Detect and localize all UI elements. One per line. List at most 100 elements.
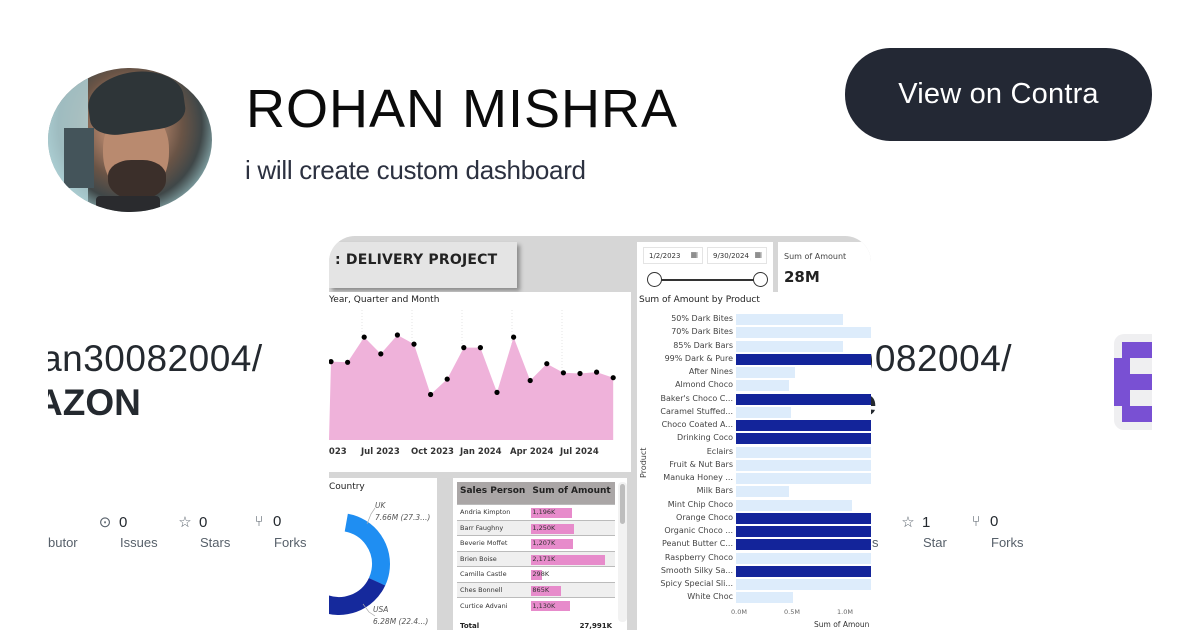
table-row[interactable]: Brien Boise 2,171K <box>457 550 615 567</box>
product-bar-row[interactable]: Caramel Stuffed... <box>637 406 871 419</box>
kpi-value: 28M <box>784 268 820 286</box>
product-bar-row[interactable]: Almond Choco <box>637 379 871 392</box>
product-bar[interactable] <box>736 486 789 498</box>
product-bar[interactable] <box>736 420 871 431</box>
product-bar[interactable] <box>736 552 871 564</box>
product-bar[interactable] <box>736 526 871 537</box>
product-label: Caramel Stuffed... <box>660 406 733 416</box>
product-bar-row[interactable]: 50% Dark Bites <box>637 313 871 326</box>
product-bar-row[interactable]: 70% Dark Bites <box>637 326 871 339</box>
product-bar-row[interactable]: 85% Dark Bars <box>637 340 871 353</box>
product-bar-row[interactable]: Orange Choco <box>637 512 871 525</box>
dashboard-title: : DELIVERY PROJECT <box>335 252 498 268</box>
area-chart-title: Year, Quarter and Month <box>329 295 440 305</box>
product-bar[interactable] <box>736 579 871 590</box>
profile-name: ROHAN MISHRA <box>246 79 679 139</box>
amount-cell: 1,250K <box>529 519 615 536</box>
product-label: Peanut Butter C... <box>662 539 733 549</box>
donut-title: Country <box>329 482 365 492</box>
table-row[interactable]: Beverie Moffet 1,207K <box>457 535 615 551</box>
amount-cell: 298K <box>529 566 615 582</box>
kpi-label: Sum of Amount <box>784 252 847 261</box>
product-bar-row[interactable]: Peanut Butter C... <box>637 538 871 551</box>
start-date-input[interactable]: 1/2/2023 ▦ <box>643 247 703 264</box>
table-row[interactable]: Barr Faughny 1,250K <box>457 519 615 536</box>
product-bar[interactable] <box>736 393 871 405</box>
amount-cell: 1,196K <box>529 504 615 520</box>
range-end-handle[interactable] <box>753 272 768 287</box>
product-bar[interactable] <box>736 340 843 352</box>
product-bar[interactable] <box>736 406 792 418</box>
stars-label: Star <box>923 535 947 550</box>
repo-name: e <box>870 382 1070 424</box>
product-bar[interactable] <box>736 367 796 378</box>
product-label: Fruit & Nut Bars <box>669 459 733 469</box>
product-bar-row[interactable]: 99% Dark & Pure <box>637 353 871 366</box>
product-bar-row[interactable]: Smooth Silky Sa... <box>637 565 871 578</box>
product-label: Organic Choco ... <box>664 526 733 535</box>
product-bar[interactable] <box>736 380 789 392</box>
table-row[interactable]: Ches Bonnell 865K <box>457 581 615 598</box>
product-bar[interactable] <box>736 353 871 365</box>
issues-stat: ⊙ 0 <box>96 513 128 531</box>
svg-text:Jul 2023: Jul 2023 <box>360 447 400 457</box>
sales-person-cell: Beverie Moffet <box>457 535 530 551</box>
date-range-slicer[interactable]: 1/2/2023 ▦ 9/30/2024 ▦ <box>637 242 773 292</box>
issues-label: Issues <box>120 535 158 550</box>
product-label: 50% Dark Bites <box>671 314 733 323</box>
product-label: Eclairs <box>706 446 733 456</box>
product-bar[interactable] <box>736 446 871 458</box>
product-bar[interactable] <box>736 539 871 551</box>
svg-text:2023: 2023 <box>329 447 347 457</box>
product-bar-row[interactable]: Eclairs <box>637 446 871 459</box>
product-bar[interactable] <box>736 459 871 471</box>
product-bar-row[interactable]: Choco Coated A... <box>637 419 871 432</box>
product-bar[interactable] <box>736 499 853 511</box>
table-row[interactable]: Curtice Advani 1,130K <box>457 597 615 613</box>
product-bar-row[interactable]: Raspberry Choco <box>637 552 871 565</box>
view-on-contra-button[interactable]: View on Contra <box>845 48 1152 141</box>
calendar-icon: ▦ <box>754 250 762 259</box>
end-date-input[interactable]: 9/30/2024 ▦ <box>707 247 767 264</box>
product-bar-row[interactable]: Baker's Choco C... <box>637 393 871 406</box>
product-label: Spicy Special Sli... <box>660 579 733 588</box>
product-bar[interactable] <box>736 327 871 339</box>
product-bar-row[interactable]: Fruit & Nut Bars <box>637 459 871 472</box>
forks-label: Forks <box>274 535 307 550</box>
dashboard-title-card: : DELIVERY PROJECT <box>329 242 517 288</box>
product-label: Mint Chip Choco <box>667 499 733 509</box>
profile-avatar <box>48 68 212 212</box>
svg-text:Jan 2024: Jan 2024 <box>459 447 502 457</box>
product-label: After Nines <box>688 367 733 376</box>
product-bar-row[interactable]: Mint Chip Choco <box>637 499 871 512</box>
product-bar-row[interactable]: White Choc <box>637 591 871 604</box>
svg-text:Oct 2023: Oct 2023 <box>411 447 454 457</box>
product-bar-row[interactable]: Drinking Coco <box>637 432 871 445</box>
product-label: Almond Choco <box>675 380 733 390</box>
table-scrollbar-track[interactable] <box>618 482 627 622</box>
table-scrollbar[interactable] <box>620 484 625 524</box>
bar-chart-xlabel: Sum of Amoun <box>814 620 870 629</box>
product-bar[interactable] <box>736 433 871 445</box>
country-donut-chart: Country UK 7.66M (27.3...) USA 6.28M (22… <box>329 478 437 630</box>
product-bar-row[interactable]: After Nines <box>637 366 871 379</box>
star-icon: ☆ <box>178 514 192 531</box>
product-bar-row[interactable]: Manuka Honey ... <box>637 472 871 485</box>
product-bar[interactable] <box>736 512 871 524</box>
range-start-handle[interactable] <box>647 272 662 287</box>
product-bar-row[interactable]: Milk Bars <box>637 485 871 498</box>
table-row[interactable]: Andria Kimpton 1,196K <box>457 504 615 520</box>
sales-person-cell: Andria Kimpton <box>457 504 530 520</box>
repo-name: AZON <box>48 382 141 423</box>
product-bar[interactable] <box>736 314 843 325</box>
product-label: Milk Bars <box>696 486 733 496</box>
product-bar[interactable] <box>736 473 871 484</box>
table-row[interactable]: Camilla Castle 298K <box>457 566 615 582</box>
product-bar-chart: Sum of Amount by Product Product 50% Dar… <box>637 292 871 630</box>
product-bar-row[interactable]: Organic Choco ... <box>637 525 871 538</box>
col-header-sum-amount[interactable]: Sum of Amount <box>529 482 615 505</box>
col-header-sales-person[interactable]: Sales Person <box>457 482 530 505</box>
product-bar-row[interactable]: Spicy Special Sli... <box>637 578 871 591</box>
product-bar[interactable] <box>736 592 794 604</box>
product-bar[interactable] <box>736 565 871 577</box>
